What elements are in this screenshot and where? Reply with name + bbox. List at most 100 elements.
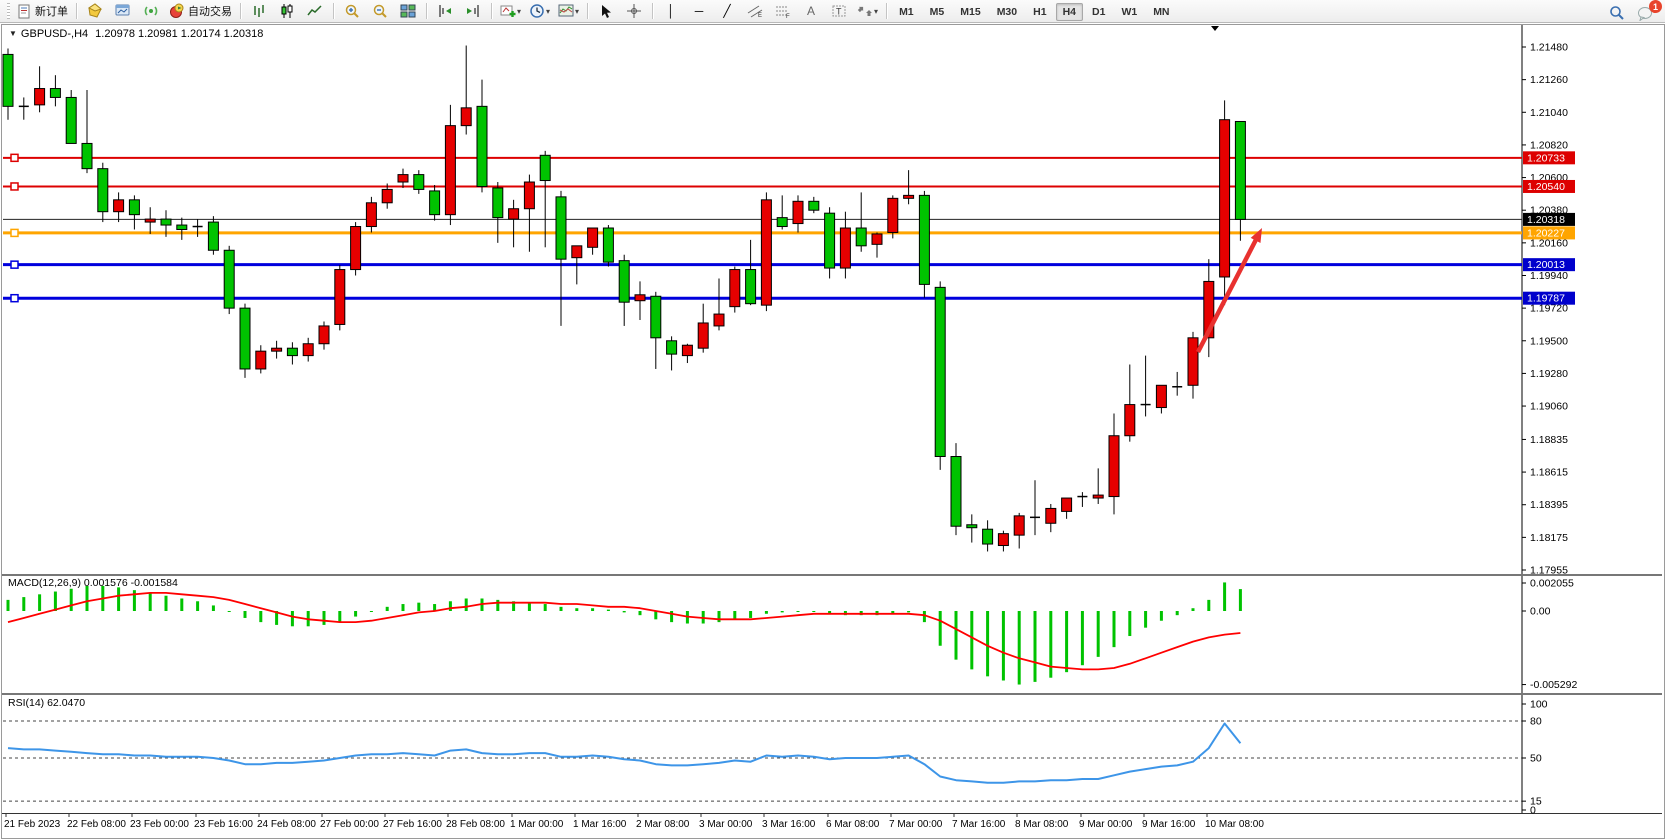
macd-histogram-bar	[922, 611, 926, 623]
autotrading-button[interactable]: 自动交易	[166, 0, 235, 22]
time-tick-label: 23 Feb 00:00	[130, 819, 189, 830]
timeframe-W1[interactable]: W1	[1121, 6, 1138, 18]
candlestick-chart-button[interactable]	[274, 0, 300, 22]
line-chart-button[interactable]	[302, 0, 328, 22]
line-handle[interactable]	[10, 260, 19, 269]
candle-body	[318, 325, 330, 345]
templates-button[interactable]: ▾	[555, 0, 582, 22]
objects-button[interactable]	[82, 0, 108, 22]
candle-body	[681, 344, 693, 357]
market-watch-button[interactable]	[110, 0, 136, 22]
shift-end-button[interactable]	[460, 0, 486, 22]
candle-body	[365, 202, 377, 228]
macd-tick-label: 0.002055	[1530, 578, 1574, 590]
vertical-line-button[interactable]: │	[658, 0, 684, 22]
timeframe-M30[interactable]: M30	[996, 6, 1018, 18]
price-tick-label: 1.19720	[1530, 303, 1568, 315]
zoom-out-button[interactable]	[367, 0, 393, 22]
candle-body	[666, 340, 678, 355]
candle-body	[350, 226, 362, 271]
macd-histogram-bar	[1159, 611, 1163, 621]
trendline-icon: ╱	[723, 4, 731, 18]
time-tick-label: 8 Mar 08:00	[1015, 819, 1069, 830]
macd-histogram-bar	[1080, 611, 1084, 666]
tile-windows-icon	[400, 4, 416, 18]
macd-histogram-bar	[290, 611, 294, 627]
candle-body	[745, 269, 757, 305]
line-handle[interactable]	[10, 293, 19, 303]
candle-body	[824, 212, 836, 269]
line-handle[interactable]	[10, 228, 19, 238]
rsi-tick-label: 50	[1530, 753, 1542, 765]
time-tick-label: 3 Mar 16:00	[762, 819, 816, 830]
channel-icon: E	[747, 5, 763, 18]
timeframe-M5[interactable]: M5	[929, 6, 945, 18]
macd-histogram-bar	[717, 611, 721, 623]
candle-body	[381, 188, 393, 204]
candle-body	[555, 196, 567, 260]
macd-histogram-bar	[433, 604, 437, 611]
panel-separator[interactable]	[2, 574, 1662, 576]
svg-text:F: F	[786, 14, 790, 18]
label-icon: T	[832, 5, 846, 17]
time-tick-label: 9 Mar 00:00	[1079, 819, 1133, 830]
macd-histogram-bar	[354, 611, 358, 617]
fibonacci-button[interactable]: F	[770, 0, 796, 22]
label-button[interactable]: T	[826, 0, 852, 22]
chart-title[interactable]: ▼ GBPUSD-,H4 1.20978 1.20981 1.20174 1.203…	[9, 28, 263, 40]
text-button[interactable]: A	[798, 0, 824, 22]
time-tick-label: 7 Mar 00:00	[889, 819, 943, 830]
price-tick-label: 1.17955	[1530, 565, 1568, 577]
candle-body	[97, 168, 109, 213]
search-button[interactable]	[1604, 2, 1630, 24]
timeframe-MN[interactable]: MN	[1153, 6, 1170, 18]
zoom-in-button[interactable]	[339, 0, 365, 22]
indicators-button[interactable]: ▾	[497, 0, 524, 22]
time-tick-label: 7 Mar 16:00	[952, 819, 1006, 830]
horizontal-line-button[interactable]: ─	[686, 0, 712, 22]
candle-body	[239, 307, 251, 370]
timeframe-M15[interactable]: M15	[960, 6, 981, 18]
cursor-button[interactable]	[593, 0, 619, 22]
macd-histogram-bar	[749, 611, 753, 618]
candle-body	[729, 269, 741, 308]
notifications-button[interactable]: 1	[1632, 0, 1662, 24]
price-tick-label: 1.19940	[1530, 270, 1568, 282]
timeframe-H1[interactable]: H1	[1033, 6, 1047, 18]
price-badge	[1523, 179, 1575, 193]
tile-windows-button[interactable]	[395, 0, 421, 22]
timeframe-H4[interactable]: H4	[1055, 3, 1083, 21]
line-handle[interactable]	[10, 153, 19, 163]
time-tick-label: 6 Mar 08:00	[826, 819, 880, 830]
crosshair-button[interactable]	[621, 0, 647, 22]
channel-button[interactable]: E	[742, 0, 768, 22]
macd-histogram-bar	[622, 611, 626, 613]
macd-tick-label: -0.005292	[1530, 679, 1577, 691]
macd-histogram-bar	[1175, 611, 1179, 616]
arrow-annotation-head[interactable]	[1250, 228, 1262, 243]
chart-title-dropdown-icon[interactable]: ▼	[9, 29, 17, 38]
line-handle[interactable]	[10, 182, 19, 191]
candle-body	[887, 197, 899, 233]
new-order-button[interactable]: 新订单	[14, 0, 71, 22]
shift-begin-button[interactable]	[432, 0, 458, 22]
bar-chart-button[interactable]	[246, 0, 272, 22]
timeframe-D1[interactable]: D1	[1092, 6, 1106, 18]
panel-separator[interactable]	[2, 693, 1662, 695]
trendline-button[interactable]: ╱	[714, 0, 740, 22]
macd-histogram-bar	[670, 611, 674, 623]
candle-body	[918, 194, 930, 285]
horizontal-line-icon: ─	[694, 4, 704, 18]
indicators-caret: ▾	[517, 6, 522, 16]
arrow-annotation[interactable]	[1196, 235, 1260, 354]
shapes-button[interactable]: ▾	[854, 0, 881, 22]
periods-button[interactable]: ▾	[526, 0, 553, 22]
time-tick-label: 24 Feb 08:00	[257, 819, 316, 830]
price-tick-label: 1.20160	[1530, 237, 1568, 249]
signals-button[interactable]	[138, 0, 164, 22]
timeframe-M1[interactable]: M1	[899, 6, 914, 18]
rsi-line	[7, 722, 1242, 784]
candle-body	[982, 528, 994, 545]
chart-symbol: GBPUSD-,H4	[20, 28, 89, 40]
